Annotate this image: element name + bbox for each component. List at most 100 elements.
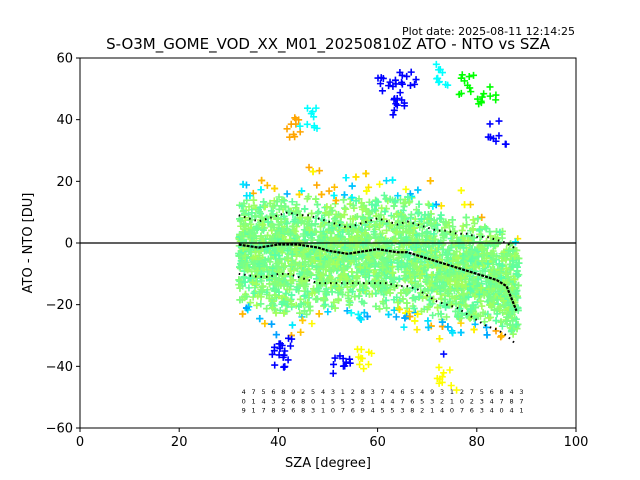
scatter-point: [440, 350, 448, 358]
scatter-point: [411, 215, 419, 223]
scatter-point: [423, 228, 431, 236]
scatter-point: [466, 280, 474, 288]
scatter-point: [242, 304, 250, 312]
scatter-point: [506, 301, 514, 309]
scatter-point: [352, 173, 360, 181]
scatter-point: [290, 227, 298, 235]
scatter-point: [438, 251, 446, 259]
scatter-point: [357, 316, 365, 324]
scatter-point: [332, 196, 340, 204]
scatter-point: [469, 238, 477, 246]
scatter-point: [492, 317, 500, 325]
scatter-point: [447, 286, 455, 294]
scatter-point: [410, 224, 418, 232]
scatter-point: [399, 295, 407, 303]
scatter-point: [257, 186, 265, 194]
plot-date: Plot date: 2025-08-11 12:14:25: [402, 25, 575, 38]
scatter-point: [450, 295, 458, 303]
scatter-point: [418, 230, 426, 238]
scatter-point: [241, 278, 249, 286]
scatter-point: [273, 198, 281, 206]
scatter-point: [372, 221, 380, 229]
scatter-point: [258, 176, 266, 184]
scatter-point: [246, 299, 254, 307]
scatter-point: [385, 253, 393, 261]
scatter-point: [348, 182, 356, 190]
scatter-point: [472, 279, 480, 287]
scatter-point: [331, 283, 339, 291]
scatter-point: [426, 177, 434, 185]
scatter-point: [386, 222, 394, 230]
scatter-point: [467, 287, 475, 295]
scatter-point: [264, 231, 272, 239]
scatter-point: [477, 297, 485, 305]
scatter-point: [379, 300, 387, 308]
scatter-point: [241, 252, 249, 260]
scatter-point: [342, 174, 350, 182]
scatter-point: [240, 200, 248, 208]
scatter-point: [336, 276, 344, 284]
scatter-point: [236, 296, 244, 304]
scatter-point: [410, 269, 418, 277]
scatter-point: [250, 289, 258, 297]
scatter-point: [271, 291, 279, 299]
scatter-point: [463, 221, 471, 229]
scatter-point: [484, 310, 492, 318]
scatter-point: [304, 193, 312, 201]
scatter-point: [375, 212, 383, 220]
scatter-point: [391, 284, 399, 292]
scatter-point: [304, 298, 312, 306]
scatter-point: [471, 320, 479, 328]
scatter-point: [444, 246, 452, 254]
scatter-point: [482, 323, 490, 331]
scatter-point: [261, 256, 269, 264]
scatter-point: [497, 333, 505, 341]
scatter-point: [484, 260, 492, 268]
scatter-point: [499, 252, 507, 260]
scatter-point: [402, 274, 410, 282]
scatter-point: [344, 294, 352, 302]
scatter-point: [429, 311, 437, 319]
scatter-point: [314, 209, 322, 217]
scatter-point: [298, 252, 306, 260]
scatter-point: [413, 326, 421, 334]
scatter-point: [248, 274, 256, 282]
scatter-point: [395, 254, 403, 262]
scatter-point: [411, 317, 419, 325]
scatter-point: [256, 315, 264, 323]
scatter-point: [295, 190, 303, 198]
scatter-point: [458, 226, 466, 234]
scatter-point: [509, 247, 517, 255]
scatter-point: [272, 309, 280, 317]
scatter-point: [316, 238, 324, 246]
scatter-point: [342, 205, 350, 213]
scatter-point: [321, 233, 329, 241]
scatter-point: [458, 281, 466, 289]
scatter-point: [263, 263, 271, 271]
scatter-point: [350, 281, 358, 289]
scatter-point: [347, 309, 355, 317]
scatter-point: [312, 295, 320, 303]
scatter-point: [394, 298, 402, 306]
scatter-point: [308, 289, 316, 297]
scatter-point: [503, 278, 511, 286]
scatter-point: [325, 187, 333, 195]
scatter-point: [331, 215, 339, 223]
scatter-point: [470, 219, 478, 227]
scatter-point: [363, 187, 371, 195]
scatter-point: [459, 222, 467, 230]
scatter-point: [288, 321, 296, 329]
scatter-point: [462, 282, 470, 290]
scatter-point: [400, 323, 408, 331]
scatter-point: [314, 285, 322, 293]
scatter-point: [348, 236, 356, 244]
scatter-point: [337, 233, 345, 241]
scatter-point: [509, 330, 517, 338]
scatter-point: [469, 301, 477, 309]
scatter-point: [274, 214, 282, 222]
scatter-point: [393, 210, 401, 218]
scatter-point: [325, 211, 333, 219]
scatter-point: [395, 305, 403, 313]
scatter-point: [508, 306, 516, 314]
scatter-point: [498, 332, 506, 340]
